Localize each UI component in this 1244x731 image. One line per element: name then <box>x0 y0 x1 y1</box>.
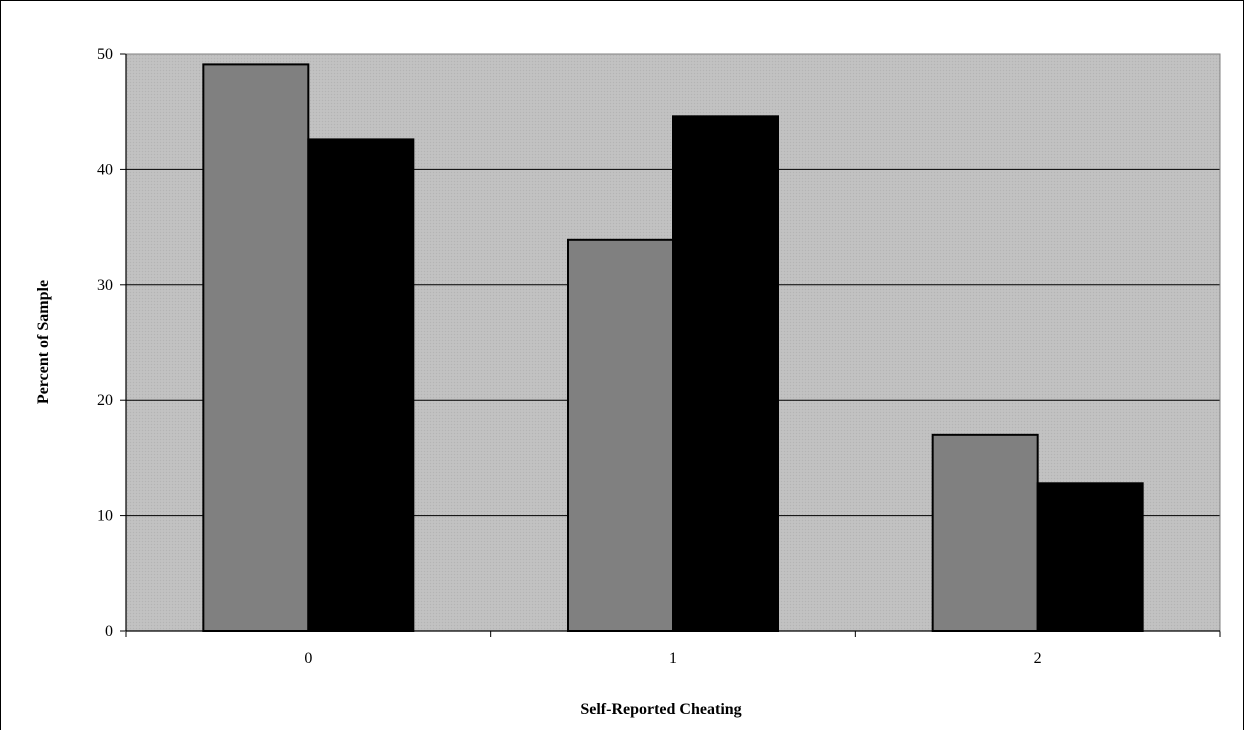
bar-series1-cat-0 <box>202 63 310 633</box>
bar-series2-cat-1 <box>672 115 779 633</box>
bar-series1-cat-2 <box>931 433 1039 632</box>
bar-series2-cat-0 <box>307 138 415 632</box>
x-axis-title: Self-Reported Cheating <box>580 701 741 718</box>
y-axis-title: Percent of Sample <box>35 280 52 404</box>
tick-labels: 0 10 20 30 40 50 0 1 2 <box>97 46 1042 667</box>
x-tick-label: 1 <box>669 650 677 667</box>
axes <box>120 53 1221 637</box>
y-tick-label: 50 <box>97 46 113 63</box>
bar-series1-cat-1 <box>567 238 674 632</box>
x-tick-label: 2 <box>1034 650 1042 667</box>
y-tick-label: 10 <box>97 508 113 525</box>
y-tick-label: 0 <box>105 623 113 640</box>
bar-series2-cat-2 <box>1036 482 1144 632</box>
y-tick-label: 20 <box>97 392 113 409</box>
bars <box>202 63 1144 633</box>
y-tick-label: 30 <box>97 277 113 294</box>
x-tick-label: 0 <box>304 650 312 667</box>
y-tick-label: 40 <box>97 161 113 178</box>
